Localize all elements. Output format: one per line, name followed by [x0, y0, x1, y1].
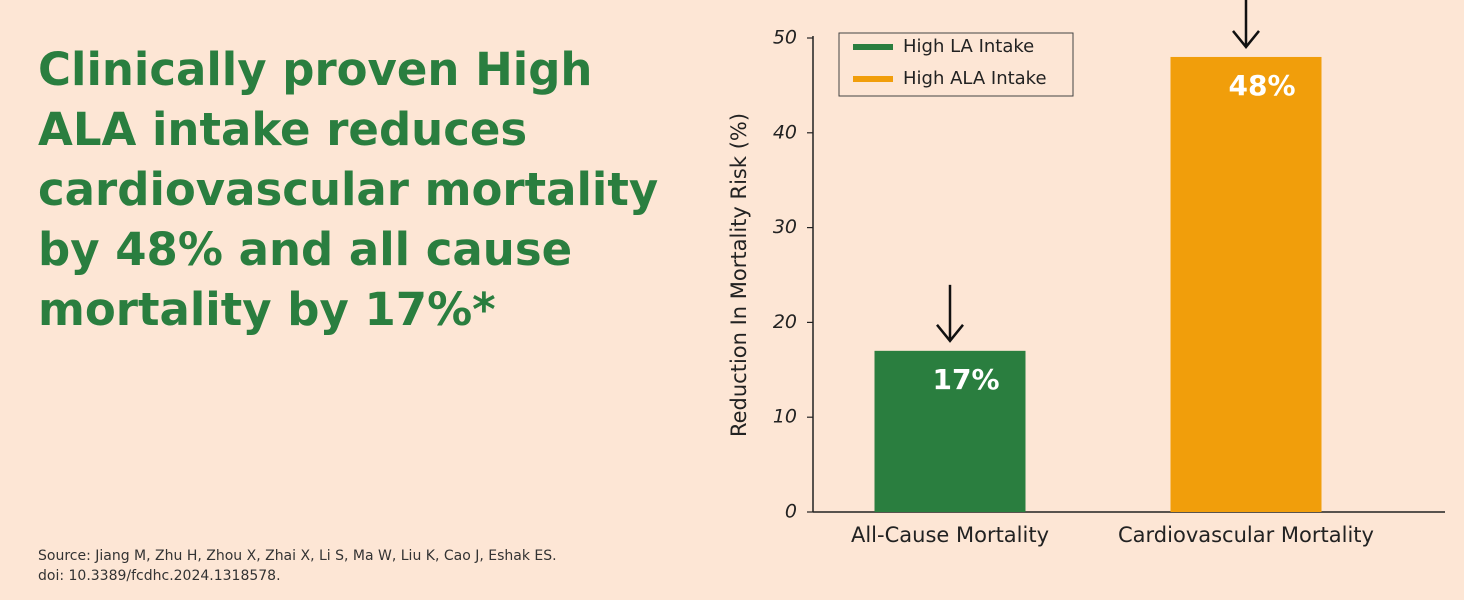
y-tick-label: 50: [773, 27, 797, 49]
y-axis-label: Reduction In Mortality Risk (%): [727, 113, 751, 437]
y-tick-label: 0: [785, 501, 797, 523]
source-line: doi: 10.3389/fcdhc.2024.1318578.: [38, 568, 281, 584]
y-tick-label: 10: [773, 406, 797, 428]
headline-line: by 48% and all cause: [38, 223, 572, 276]
source-line: Source: Jiang M, Zhu H, Zhou X, Zhai X, …: [38, 548, 557, 564]
arrow-head: [936, 324, 964, 343]
headline-line: Clinically proven High: [38, 43, 592, 96]
bar: [1170, 56, 1322, 513]
arrow-head: [1232, 30, 1260, 49]
x-tick-label: Cardiovascular Mortality: [1118, 523, 1374, 547]
data-label: 17%: [932, 363, 999, 396]
bar: [874, 350, 1026, 512]
data-label: 48%: [1228, 69, 1295, 102]
legend-label: High LA Intake: [903, 36, 1034, 57]
headline-line: ALA intake reduces: [38, 103, 527, 156]
headline-line: cardiovascular mortality: [38, 163, 658, 216]
y-tick-label: 40: [773, 121, 797, 143]
headline-line: mortality by 17%*: [38, 283, 496, 336]
y-tick-label: 20: [773, 311, 797, 333]
legend-label: High ALA Intake: [903, 68, 1047, 89]
y-tick-label: 30: [773, 216, 797, 238]
legend-box: [838, 32, 1074, 97]
x-tick-label: All-Cause Mortality: [851, 523, 1049, 547]
